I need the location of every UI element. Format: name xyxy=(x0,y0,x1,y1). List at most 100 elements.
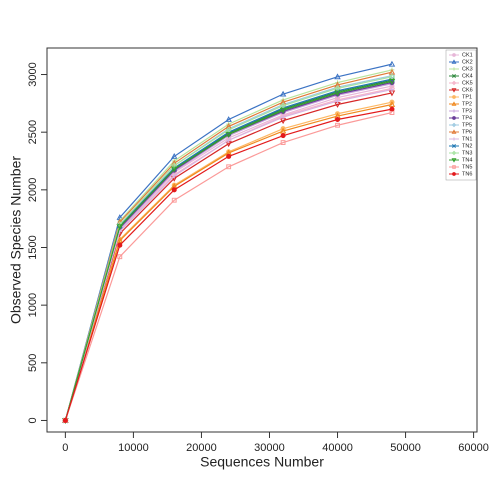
legend-label: TN6 xyxy=(462,171,472,177)
legend-entry: TN4 xyxy=(449,157,472,163)
legend-label: TP4 xyxy=(462,115,472,121)
legend-entry: TN3 xyxy=(449,150,472,156)
marker xyxy=(335,122,340,128)
series-line xyxy=(64,80,393,421)
marker xyxy=(117,254,123,260)
marker xyxy=(226,137,232,143)
marker xyxy=(451,150,457,156)
marker xyxy=(451,101,457,106)
marker xyxy=(171,187,177,193)
marker xyxy=(225,132,232,138)
marker xyxy=(388,72,396,79)
legend-entry: TN6 xyxy=(449,171,472,177)
marker xyxy=(452,109,456,113)
legend-label: CK4 xyxy=(462,73,473,79)
y-tick-label: 2500 xyxy=(27,120,39,144)
legend-entry: CK2 xyxy=(449,59,473,65)
marker xyxy=(279,107,287,114)
legend-entry: TP3 xyxy=(449,108,472,114)
marker xyxy=(171,173,177,179)
marker xyxy=(280,140,286,145)
y-tick-label: 1000 xyxy=(27,293,39,317)
marker xyxy=(451,88,457,93)
marker xyxy=(388,60,396,67)
legend-entry: TN1 xyxy=(449,136,472,142)
marker xyxy=(334,90,341,97)
marker xyxy=(452,165,456,169)
marker xyxy=(170,166,178,173)
marker xyxy=(170,152,178,159)
legend-label: TP1 xyxy=(462,94,472,100)
marker xyxy=(334,81,341,88)
legend-entry: TN5 xyxy=(449,164,472,170)
y-tick-label: 2000 xyxy=(27,178,39,202)
marker xyxy=(116,224,124,231)
x-tick-label: 30000 xyxy=(254,442,285,454)
marker xyxy=(279,90,287,97)
legend-label: CK5 xyxy=(462,80,473,86)
legend-label: TP3 xyxy=(462,108,472,114)
marker xyxy=(452,53,456,57)
legend-entry: CK1 xyxy=(449,52,473,58)
marker xyxy=(451,80,457,86)
x-tick-label: 20000 xyxy=(186,442,217,454)
marker xyxy=(452,95,456,99)
legend-label: TP2 xyxy=(462,101,472,107)
legend-label: CK6 xyxy=(462,87,473,93)
y-tick-label: 3000 xyxy=(27,62,39,86)
x-tick-label: 60000 xyxy=(458,442,489,454)
legend-label: CK3 xyxy=(462,66,473,72)
marker xyxy=(117,242,123,248)
series-line xyxy=(64,103,393,421)
marker xyxy=(451,59,457,64)
marker xyxy=(452,172,456,176)
marker xyxy=(334,116,341,123)
marker xyxy=(225,122,232,129)
marker xyxy=(280,114,286,120)
y-axis-label: Observed Species Number xyxy=(8,156,24,324)
marker xyxy=(389,106,395,112)
legend-entry: CK5 xyxy=(449,80,473,86)
legend-label: TN5 xyxy=(462,164,472,170)
legend-label: CK1 xyxy=(462,52,473,58)
plot-frame xyxy=(46,47,478,433)
marker xyxy=(171,197,177,203)
legend-entry: TP4 xyxy=(449,115,472,121)
marker xyxy=(225,116,232,122)
marker xyxy=(452,137,456,141)
legend-label: TP6 xyxy=(462,129,472,135)
legend-entry: CK6 xyxy=(449,87,473,93)
marker xyxy=(389,87,395,92)
marker xyxy=(452,144,456,148)
marker xyxy=(226,164,232,170)
legend-label: CK2 xyxy=(462,59,473,65)
marker xyxy=(452,116,456,120)
marker xyxy=(62,417,68,424)
marker xyxy=(451,129,457,134)
x-tick-label: 50000 xyxy=(390,442,421,454)
marker xyxy=(171,162,178,169)
x-tick-label: 40000 xyxy=(322,442,353,454)
marker xyxy=(226,153,232,159)
legend-label: TN4 xyxy=(462,157,472,163)
marker xyxy=(335,98,340,104)
legend-label: TN2 xyxy=(462,143,472,149)
legend-label: TN3 xyxy=(462,150,472,156)
x-axis-label: Sequences Number xyxy=(200,454,324,470)
y-tick-label: 500 xyxy=(27,354,39,372)
legend-label: TP5 xyxy=(462,122,472,128)
legend-box xyxy=(445,49,477,181)
marker xyxy=(279,98,287,105)
y-tick-label: 0 xyxy=(27,417,39,423)
marker xyxy=(452,67,456,71)
marker xyxy=(452,74,456,78)
legend-entry: TP1 xyxy=(449,94,472,100)
marker xyxy=(388,101,396,107)
x-tick-label: 0 xyxy=(62,442,68,454)
marker xyxy=(279,127,287,134)
marker xyxy=(116,237,124,243)
legend-entry: TP6 xyxy=(449,129,472,135)
legend-entry: CK3 xyxy=(449,66,473,72)
marker xyxy=(388,79,396,85)
